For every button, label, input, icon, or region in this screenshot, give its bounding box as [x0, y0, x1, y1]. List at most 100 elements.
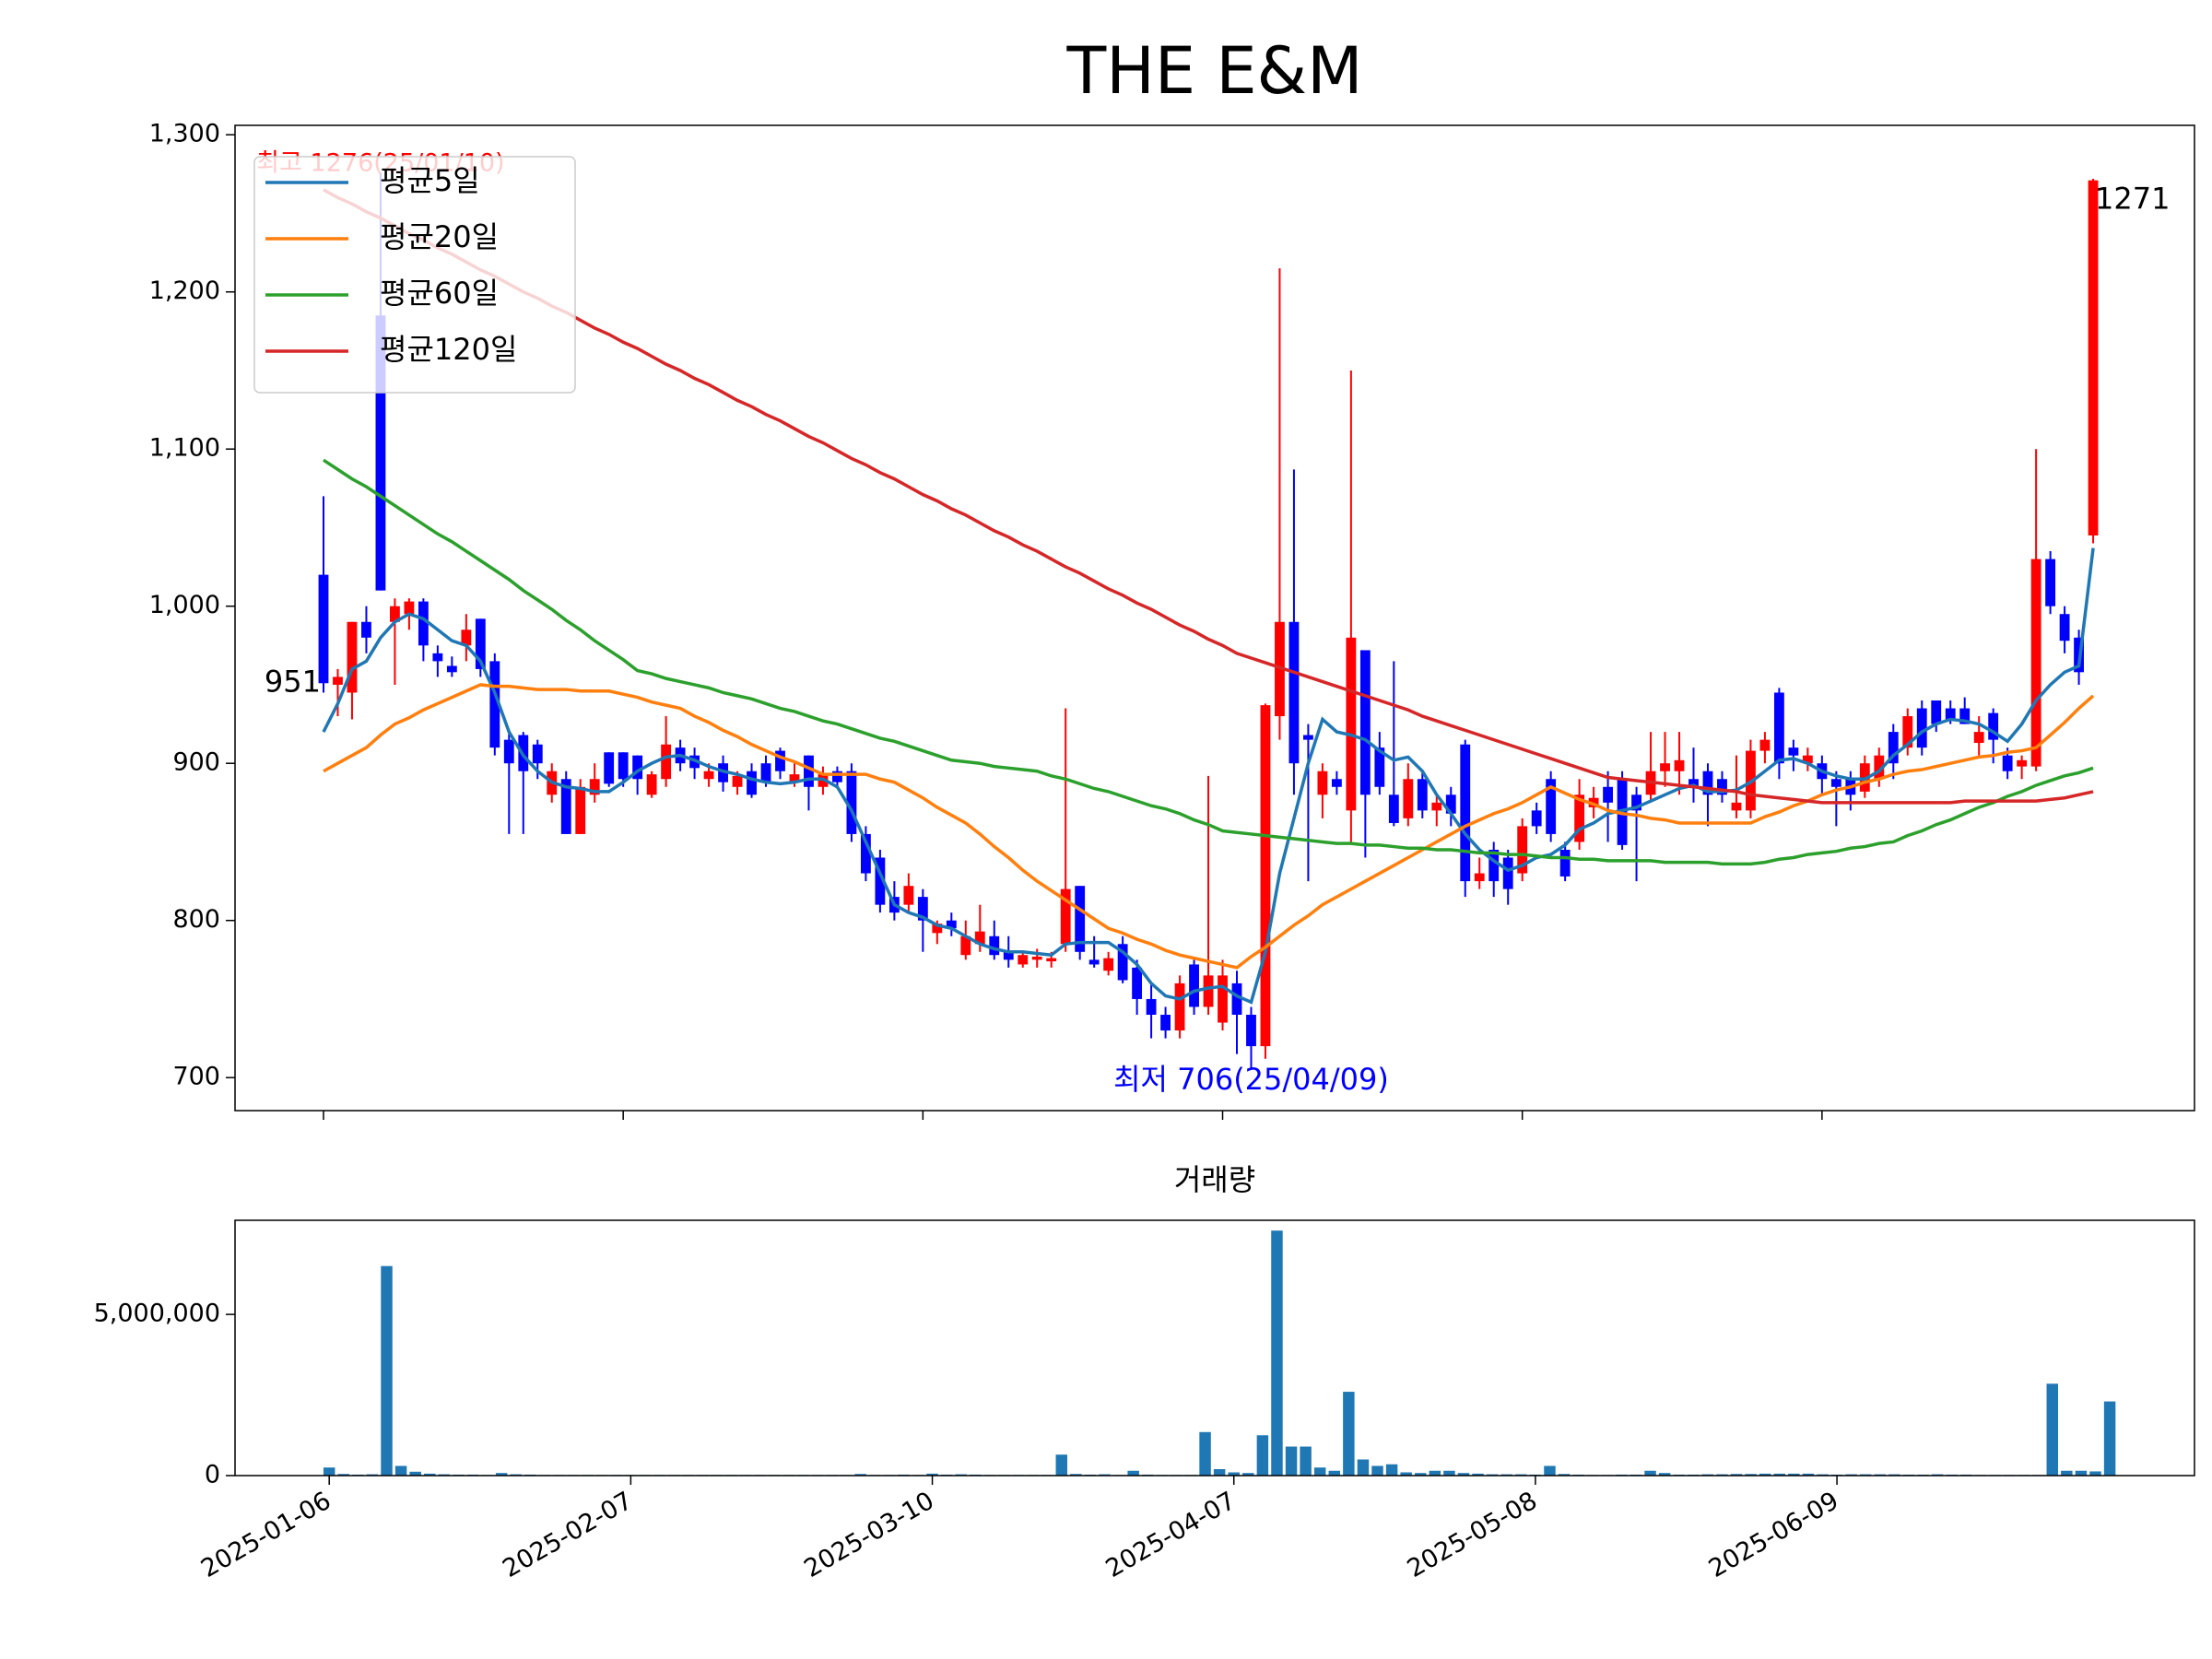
x-tick-label: 2025-01-06 — [196, 1487, 335, 1583]
candle-body — [1916, 708, 1927, 748]
candle-body — [1046, 958, 1057, 962]
candle-body — [390, 606, 400, 622]
candle-body — [1417, 779, 1428, 811]
candle-body — [1189, 964, 1199, 1007]
candle-body — [974, 931, 985, 945]
volume-bar — [1313, 1467, 1326, 1476]
candle-body — [1146, 998, 1157, 1015]
candle-body — [1488, 849, 1500, 882]
axes-frame — [234, 124, 2195, 1112]
volume-bar — [1730, 1474, 1743, 1476]
y-tick-label: 0 — [205, 1461, 220, 1489]
candle-body — [1531, 810, 1542, 827]
volume-bar — [337, 1474, 350, 1476]
candle-body — [832, 771, 842, 782]
candle-body — [1731, 802, 1742, 811]
volume-bar — [381, 1265, 393, 1476]
x-tick-label: 2025-02-07 — [498, 1487, 637, 1583]
candle-body — [2059, 614, 2070, 641]
candle-body — [632, 755, 643, 780]
first-close-label: 951 — [265, 664, 321, 699]
volume-bar — [1443, 1470, 1455, 1476]
volume-bar — [1300, 1446, 1312, 1476]
candle-body — [1174, 982, 1185, 1031]
volume-bar — [1199, 1431, 1211, 1476]
candle-body — [1902, 716, 1913, 748]
volume-bar — [2089, 1471, 2101, 1476]
volume-bar — [1385, 1464, 1398, 1476]
volume-bar — [1457, 1473, 1470, 1476]
volume-bar — [1055, 1454, 1067, 1476]
y-tick-label: 1,200 — [149, 276, 220, 305]
candle-body — [1246, 1014, 1256, 1047]
x-tick-label: 2025-04-07 — [1101, 1487, 1241, 1583]
candle-body — [1331, 779, 1342, 787]
candle-body — [503, 739, 514, 764]
volume-bar — [2061, 1470, 2073, 1476]
candle-body — [618, 752, 629, 780]
volume-bar — [1415, 1473, 1427, 1476]
candle-body — [1688, 779, 1699, 787]
candle-body — [1759, 739, 1771, 751]
candle-body — [917, 897, 928, 921]
volume-bar — [2075, 1470, 2088, 1476]
candle-body — [1773, 692, 1784, 764]
candle-body — [1403, 779, 1414, 818]
volume-bar — [1759, 1473, 1771, 1476]
candle-body — [446, 665, 457, 673]
y-tick-label: 5,000,000 — [94, 1300, 220, 1328]
candle-body — [946, 920, 957, 929]
volume-bar — [926, 1473, 938, 1476]
candle-body — [1945, 708, 1956, 720]
candle-body — [1973, 732, 1984, 744]
candle-body — [1431, 802, 1442, 811]
volume-bar — [495, 1473, 508, 1476]
volume-bar — [1070, 1474, 1082, 1476]
candle-body — [1088, 959, 1100, 965]
candle-body — [2030, 559, 2041, 767]
volume-bar — [854, 1474, 866, 1476]
candle-body — [846, 771, 857, 834]
candle-body — [747, 771, 757, 795]
candle-body — [1445, 794, 1456, 814]
candle-body — [1317, 771, 1328, 795]
candle-body — [2002, 755, 2013, 771]
ma-line — [323, 683, 2095, 970]
candle-body — [404, 601, 415, 615]
candle-body — [575, 786, 586, 834]
candle-body — [1474, 873, 1485, 882]
volume-bar — [1644, 1470, 1656, 1476]
candle-body — [760, 763, 771, 782]
candle-body — [932, 924, 943, 934]
candle-body — [1359, 650, 1371, 795]
candle-body — [475, 618, 486, 669]
candle-body — [318, 574, 329, 684]
candle-body — [1888, 732, 1899, 764]
y-tick-label: 700 — [172, 1063, 220, 1091]
candle-body — [1502, 857, 1513, 889]
candle-body — [375, 315, 386, 591]
volume-bar — [1213, 1469, 1226, 1476]
candle-body — [1231, 982, 1242, 1015]
candle-body — [903, 886, 914, 905]
y-tick-label: 1,100 — [149, 434, 220, 463]
candle-body — [2045, 559, 2056, 606]
chart-title: THE E&M — [1065, 33, 1362, 109]
volume-bar — [1256, 1435, 1269, 1476]
candle-body — [1374, 747, 1385, 787]
candle-body — [1874, 755, 1885, 780]
x-tick-label: 2025-05-08 — [1403, 1487, 1542, 1583]
volume-bar — [1328, 1470, 1341, 1476]
candle-body — [461, 629, 472, 646]
candle-body — [432, 653, 443, 662]
legend-label: 평균5일 — [380, 163, 480, 198]
candle-body — [1660, 763, 1670, 771]
volume-bar — [1773, 1473, 1785, 1476]
candle-body — [1303, 735, 1313, 740]
volume-bar — [1658, 1473, 1671, 1476]
candle-body — [361, 621, 371, 638]
legend-box — [253, 156, 576, 394]
candle-body — [1802, 755, 1813, 764]
candle-body — [1203, 975, 1214, 1007]
